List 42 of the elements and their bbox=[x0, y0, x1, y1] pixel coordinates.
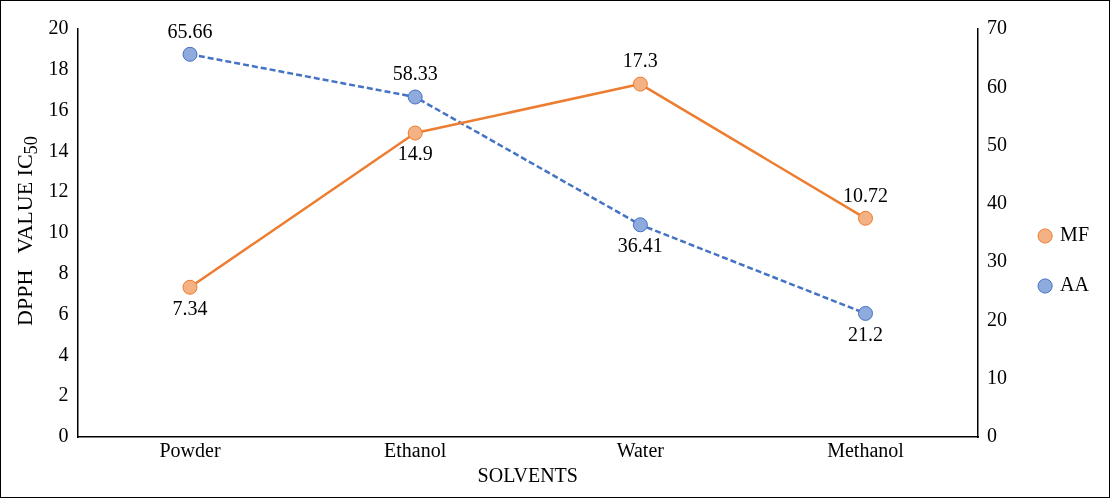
y-tick-label: 12 bbox=[48, 179, 69, 202]
y-tick-label: 10 bbox=[48, 220, 69, 243]
data-label: 58.33 bbox=[392, 62, 438, 85]
point bbox=[858, 305, 874, 321]
y-tick-label: 0 bbox=[58, 424, 69, 447]
point bbox=[407, 89, 423, 105]
data-label: 65.66 bbox=[167, 19, 213, 42]
point bbox=[407, 125, 423, 141]
y2-tick-label: 50 bbox=[987, 132, 1008, 155]
y2-tick-label: 0 bbox=[987, 424, 998, 447]
y2-tick-label: 60 bbox=[987, 74, 1008, 97]
data-label: 36.41 bbox=[617, 234, 663, 257]
y-tick-label: 2 bbox=[58, 383, 69, 406]
x-tick-label: Powder bbox=[159, 439, 221, 462]
point bbox=[182, 46, 198, 62]
x-tick-label: Methanol bbox=[827, 439, 905, 462]
y2-tick-label: 30 bbox=[987, 249, 1008, 272]
x-tick-label: Ethanol bbox=[384, 439, 447, 462]
point bbox=[632, 76, 648, 92]
y-tick-label: 4 bbox=[58, 342, 69, 365]
y-tick-label: 18 bbox=[48, 57, 69, 80]
point bbox=[632, 217, 648, 233]
y-tick-label: 8 bbox=[58, 261, 69, 284]
x-axis-title: SOLVENTS bbox=[477, 464, 578, 487]
data-label: 14.9 bbox=[397, 142, 433, 165]
point bbox=[182, 279, 198, 295]
data-label: 10.72 bbox=[843, 183, 889, 206]
data-label: 17.3 bbox=[622, 49, 658, 72]
y2-tick-label: 10 bbox=[987, 365, 1008, 388]
data-label: 21.2 bbox=[848, 322, 884, 345]
x-tick-label: Water bbox=[616, 439, 665, 462]
y2-tick-label: 70 bbox=[987, 16, 1008, 39]
point bbox=[858, 210, 874, 226]
y-tick-label: 14 bbox=[48, 138, 69, 161]
y-tick-label: 16 bbox=[48, 97, 69, 120]
legend-label: MF bbox=[1060, 223, 1089, 246]
y2-tick-label: 40 bbox=[987, 191, 1008, 214]
y-tick-label: 20 bbox=[48, 16, 69, 39]
legend-label: AA bbox=[1060, 273, 1090, 296]
y2-tick-label: 20 bbox=[987, 307, 1008, 330]
data-label: 7.34 bbox=[172, 296, 208, 319]
y-tick-label: 6 bbox=[58, 301, 69, 324]
